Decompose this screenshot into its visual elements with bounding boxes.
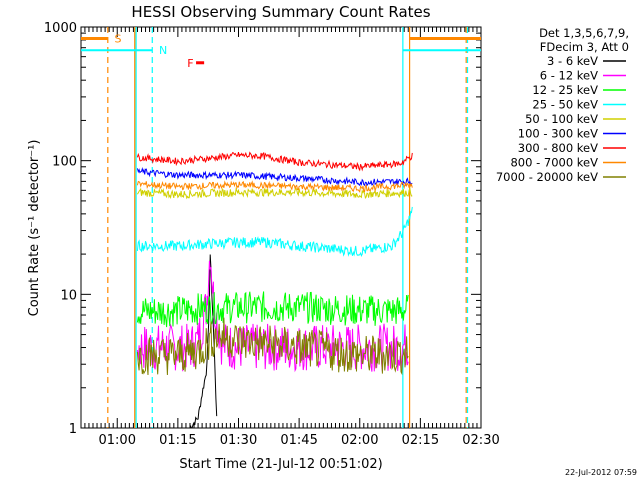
legend-header-line-1: Det 1,3,5,6,7,9, [539,26,629,40]
series-line-6 [136,166,413,187]
chart-title: HESSI Observing Summary Count Rates [131,3,430,21]
series-line-5 [136,186,413,200]
x-tick-label: 01:00 [99,433,136,448]
generated-timestamp: 22-Jul-2012 07:59 [565,468,637,477]
legend-label-5: 50 - 100 keV [525,112,598,126]
flag-marker-s: S [115,33,122,46]
axes-frame [80,26,482,429]
y-tick-label: 10 [60,288,77,303]
series-line-3 [136,291,409,328]
flag-marker-n: N [159,44,167,57]
y-tick-label: 100 [52,155,77,170]
x-tick-label: 01:45 [280,433,317,448]
plot-area: 01:00 01:15 01:30 01:45 02:00 02:15 02:30 1 10 10… [44,21,500,448]
legend-label-7: 300 - 800 keV [518,141,598,155]
legend-header-line-2: FDecim 3, Att 0 [540,40,629,54]
legend-label-3: 12 - 25 keV [532,83,598,97]
x-tick-label: 01:30 [220,433,257,448]
legend-label-6: 100 - 300 keV [518,127,598,141]
legend-label-2: 6 - 12 keV [540,69,598,83]
y-axis-label: Count Rate (s⁻¹ detector⁻¹) [27,140,42,317]
series-line-9 [136,317,409,376]
y-tick-label: 1 [69,422,77,437]
x-tick-label: 01:15 [159,433,196,448]
series-line-8 [136,180,413,193]
series-line-4 [136,206,413,257]
legend: Det 1,3,5,6,7,9, FDecim 3, Att 0 3 - 6 k… [496,26,629,184]
x-tick-label: 02:30 [462,433,499,448]
x-tick-label: 02:00 [341,433,378,448]
series-group [81,27,481,428]
legend-label-4: 25 - 50 keV [532,98,598,112]
series-line-7 [136,151,413,172]
y-tick-label: 1000 [44,21,77,36]
legend-label-9: 7000 - 20000 keV [496,170,598,184]
flag-marker-f: F [187,57,193,70]
x-axis-label: Start Time (21-Jul-12 00:51:02) [179,457,382,472]
series-line-1 [189,254,218,428]
legend-label-1: 3 - 6 keV [547,54,598,68]
x-tick-label: 02:15 [402,433,439,448]
legend-label-8: 800 - 7000 keV [510,156,598,170]
